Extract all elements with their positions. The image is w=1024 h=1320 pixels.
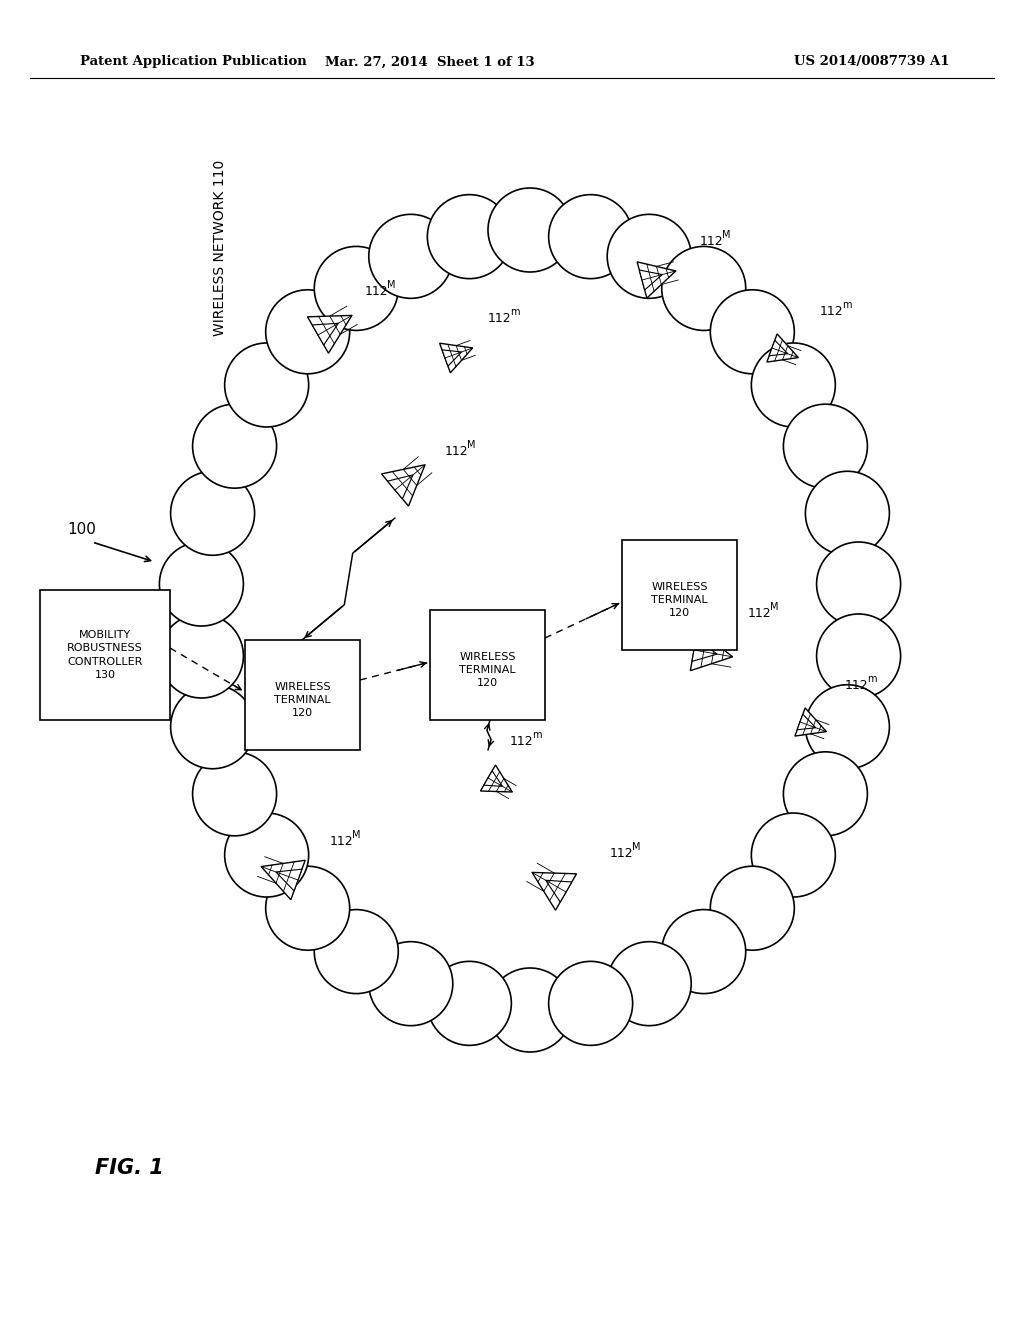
Text: 112: 112 — [820, 305, 844, 318]
Text: 112: 112 — [610, 847, 634, 861]
Circle shape — [662, 247, 745, 330]
Text: 112: 112 — [330, 836, 353, 847]
Polygon shape — [387, 475, 413, 499]
Text: US 2014/0087739 A1: US 2014/0087739 A1 — [795, 55, 950, 69]
Text: M: M — [722, 230, 730, 240]
Text: 100: 100 — [68, 523, 96, 537]
Text: 112: 112 — [488, 312, 512, 325]
Text: 112: 112 — [510, 735, 534, 748]
Text: M: M — [352, 830, 360, 840]
Circle shape — [711, 290, 795, 374]
Polygon shape — [690, 630, 732, 671]
Circle shape — [369, 941, 453, 1026]
Circle shape — [160, 543, 244, 626]
Polygon shape — [795, 708, 826, 737]
Polygon shape — [275, 869, 302, 891]
Text: WIRELESS
TERMINAL
120: WIRELESS TERMINAL 120 — [459, 652, 516, 688]
Circle shape — [314, 247, 398, 330]
Text: WIRELESS
TERMINAL
120: WIRELESS TERMINAL 120 — [274, 682, 331, 718]
Text: m: m — [532, 730, 542, 741]
Polygon shape — [692, 639, 717, 661]
Text: FIG. 1: FIG. 1 — [95, 1158, 164, 1177]
Text: M: M — [770, 602, 778, 612]
Text: 112: 112 — [365, 285, 389, 298]
Circle shape — [752, 813, 836, 898]
Polygon shape — [382, 465, 425, 506]
Polygon shape — [307, 315, 352, 354]
Text: WIRELESS
TERMINAL
120: WIRELESS TERMINAL 120 — [651, 582, 708, 618]
Text: Mar. 27, 2014  Sheet 1 of 13: Mar. 27, 2014 Sheet 1 of 13 — [326, 55, 535, 69]
Circle shape — [193, 752, 276, 836]
Circle shape — [369, 214, 453, 298]
Text: 112: 112 — [845, 678, 868, 692]
Text: WIRELESS NETWORK 110: WIRELESS NETWORK 110 — [213, 160, 227, 337]
Circle shape — [607, 214, 691, 298]
Circle shape — [783, 752, 867, 836]
Circle shape — [662, 909, 745, 994]
Text: m: m — [842, 300, 852, 310]
Polygon shape — [484, 771, 503, 787]
Polygon shape — [442, 350, 462, 366]
Text: M: M — [387, 280, 395, 290]
FancyBboxPatch shape — [245, 640, 360, 750]
Circle shape — [265, 290, 349, 374]
Text: M: M — [632, 842, 640, 851]
Ellipse shape — [195, 224, 865, 1015]
Polygon shape — [546, 880, 571, 902]
Circle shape — [171, 685, 255, 768]
Circle shape — [488, 968, 572, 1052]
Polygon shape — [639, 271, 663, 290]
Polygon shape — [767, 334, 799, 362]
Polygon shape — [532, 873, 577, 911]
Text: m: m — [510, 308, 519, 317]
Polygon shape — [439, 343, 473, 372]
Polygon shape — [480, 766, 512, 792]
Polygon shape — [261, 861, 305, 900]
Circle shape — [816, 543, 900, 626]
Text: M: M — [467, 440, 475, 450]
Circle shape — [160, 614, 244, 698]
Circle shape — [711, 866, 795, 950]
Circle shape — [816, 614, 900, 698]
Circle shape — [488, 187, 572, 272]
FancyBboxPatch shape — [40, 590, 170, 719]
Text: 112: 112 — [700, 235, 724, 248]
Circle shape — [783, 404, 867, 488]
Circle shape — [427, 194, 511, 279]
Polygon shape — [797, 714, 816, 730]
Text: m: m — [867, 675, 877, 684]
Circle shape — [806, 685, 890, 768]
Circle shape — [806, 471, 890, 556]
Circle shape — [752, 343, 836, 426]
FancyBboxPatch shape — [622, 540, 737, 649]
Circle shape — [265, 866, 349, 950]
Text: 112: 112 — [445, 445, 469, 458]
FancyBboxPatch shape — [430, 610, 545, 719]
Circle shape — [224, 813, 308, 898]
Circle shape — [314, 909, 398, 994]
Polygon shape — [637, 261, 676, 298]
Circle shape — [549, 961, 633, 1045]
Text: Patent Application Publication: Patent Application Publication — [80, 55, 307, 69]
Circle shape — [224, 343, 308, 426]
Circle shape — [549, 194, 633, 279]
Circle shape — [427, 961, 511, 1045]
Polygon shape — [312, 323, 338, 345]
Circle shape — [171, 471, 255, 556]
Polygon shape — [769, 341, 787, 356]
Text: 112: 112 — [748, 607, 772, 620]
Circle shape — [607, 941, 691, 1026]
Text: MOBILITY
ROBUSTNESS
CONTROLLER
130: MOBILITY ROBUSTNESS CONTROLLER 130 — [68, 630, 143, 680]
Circle shape — [193, 404, 276, 488]
